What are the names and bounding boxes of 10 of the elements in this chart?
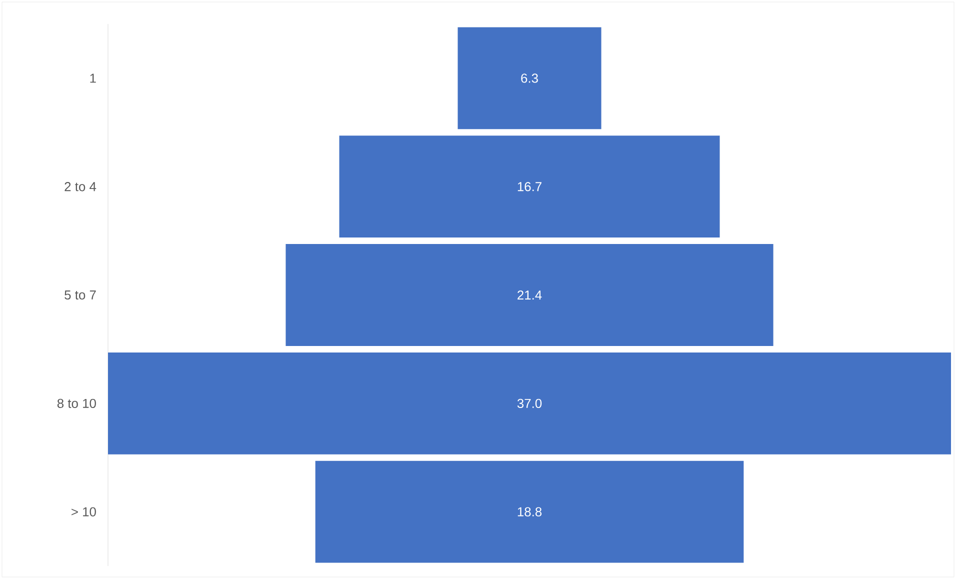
- category-label: > 10: [72, 507, 96, 516]
- data-label: 37.0: [517, 398, 542, 408]
- category-label: 1: [90, 74, 96, 83]
- data-label: 21.4: [518, 290, 542, 300]
- category-label: 8 to 10: [57, 398, 96, 408]
- category-label: 2 to 4: [64, 182, 96, 192]
- data-label: 16.7: [518, 182, 542, 192]
- data-label: 18.8: [518, 507, 542, 516]
- category-label: 5 to 7: [64, 290, 96, 300]
- data-label: 6.3: [521, 74, 538, 83]
